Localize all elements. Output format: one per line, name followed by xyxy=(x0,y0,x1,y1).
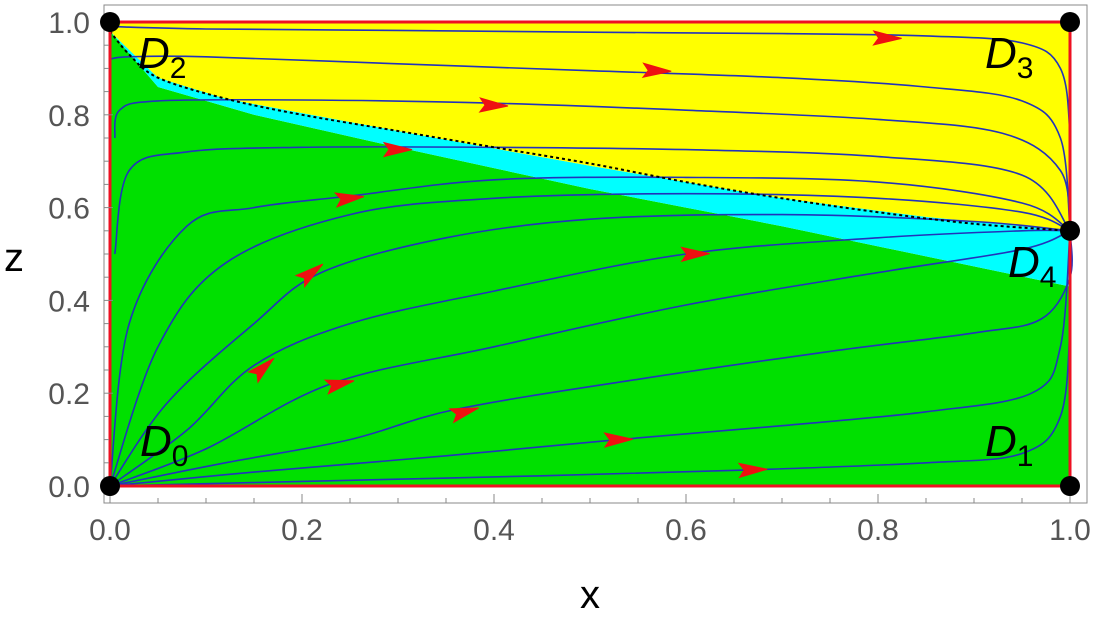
arrow-layer xyxy=(247,30,902,479)
region-layer xyxy=(110,22,1070,487)
flow-arrow-1 xyxy=(641,62,672,78)
equilibrium-point-1 xyxy=(1060,476,1080,496)
separatrix-layer xyxy=(109,30,1071,232)
flow-arrow-10 xyxy=(603,432,633,448)
y-tick-label: 0.0 xyxy=(48,471,90,504)
y-axis-title: z xyxy=(4,236,24,280)
equilibrium-label-subscript: 0 xyxy=(172,440,189,473)
trajectory-8 xyxy=(109,230,1071,487)
flow-arrow-7 xyxy=(247,357,275,384)
equilibrium-point-2 xyxy=(100,12,120,32)
trajectory-3 xyxy=(114,146,1071,255)
equilibrium-label-subscript: 2 xyxy=(170,52,187,85)
flow-arrow-6 xyxy=(680,246,710,263)
x-tick-label: 0.6 xyxy=(665,514,707,547)
separatrix-curve xyxy=(109,30,1071,232)
equilibrium-label-subscript: 1 xyxy=(1017,440,1034,473)
region-2 xyxy=(110,22,1070,231)
trajectory-11 xyxy=(109,230,1072,487)
y-tick-label: 0.6 xyxy=(48,193,90,226)
boundary-box-layer xyxy=(108,20,1072,488)
x-tick-label: 0.8 xyxy=(857,514,899,547)
flow-arrow-2 xyxy=(478,97,509,113)
equilibrium-point-0 xyxy=(100,476,120,496)
flow-arrow-5 xyxy=(294,263,324,289)
region-0 xyxy=(110,31,1070,487)
equilibrium-point-3 xyxy=(1060,12,1080,32)
y-tick-label: 1.0 xyxy=(48,7,90,40)
equilibrium-label-0: D0 xyxy=(140,417,188,473)
flow-arrow-9 xyxy=(448,407,479,424)
trajectory-10 xyxy=(109,230,1071,487)
tick-layer: 0.0 0.0 0.2 0.2 0.4 0.4 0.6 0.6 0.8 0.8 1.0 1.0 xyxy=(48,7,1091,547)
region-1 xyxy=(110,31,1070,287)
flow-arrow-4 xyxy=(333,192,365,208)
trajectory-7 xyxy=(109,229,1071,487)
flow-arrow-0 xyxy=(872,30,902,46)
flow-arrow-8 xyxy=(323,379,355,395)
x-tick-label: 0.4 xyxy=(473,514,515,547)
trajectory-5 xyxy=(109,192,1071,487)
equilibrium-label-subscript: 3 xyxy=(1017,52,1034,85)
y-tick-label: 0.8 xyxy=(48,100,90,133)
trajectory-4 xyxy=(109,176,1071,487)
y-tick-label: 0.2 xyxy=(48,378,90,411)
x-tick-label: 0.2 xyxy=(281,514,323,547)
flow-arrow-11 xyxy=(737,462,768,479)
equilibrium-label-subscript: 4 xyxy=(1040,261,1057,294)
boundary-box xyxy=(108,20,1072,488)
equilibrium-point-4 xyxy=(1060,220,1080,241)
y-tick-label: 0.4 xyxy=(48,285,90,318)
trajectory-9 xyxy=(109,230,1073,487)
trajectory-2 xyxy=(113,98,1071,231)
x-tick-label: 1.0 xyxy=(1049,514,1091,547)
x-axis-title: x xyxy=(580,573,600,617)
x-tick-label: 0.0 xyxy=(89,514,131,547)
trajectory-6 xyxy=(109,213,1071,487)
trajectory-0 xyxy=(109,25,1072,231)
flow-arrow-3 xyxy=(382,141,413,158)
